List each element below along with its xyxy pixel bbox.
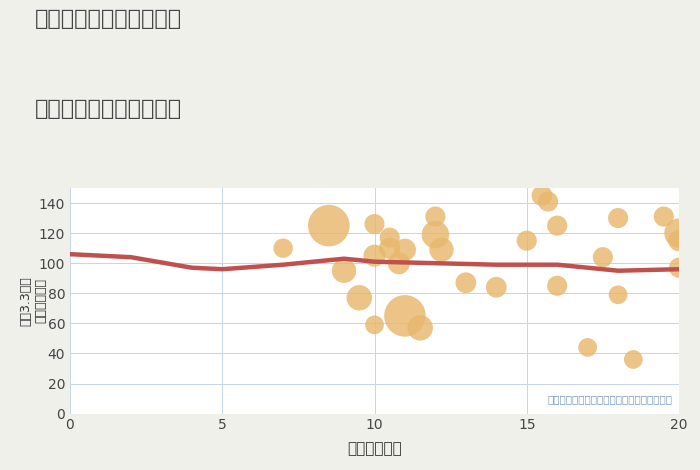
Y-axis label: 坪（3.3㎡）
単価（万円）: 坪（3.3㎡） 単価（万円） (19, 276, 47, 326)
Point (354, 294, 365, 302)
Point (673, 229, 685, 237)
Point (597, 253, 608, 261)
Point (369, 252, 380, 259)
Point (673, 237, 685, 244)
Point (323, 222, 335, 229)
Point (536, 192, 547, 199)
Point (673, 264, 685, 272)
Point (414, 324, 426, 332)
Point (542, 198, 554, 205)
Point (369, 321, 380, 329)
Point (430, 231, 441, 238)
Point (399, 246, 410, 253)
X-axis label: 駅距離（分）: 駅距離（分） (347, 441, 402, 456)
Point (552, 222, 563, 229)
Point (436, 246, 447, 253)
Point (552, 282, 563, 290)
Point (369, 220, 380, 228)
Point (628, 356, 639, 363)
Text: 駅距離別中古戸建て価格: 駅距離別中古戸建て価格 (35, 99, 182, 119)
Point (393, 259, 405, 267)
Point (384, 234, 395, 242)
Text: 円の大きさは、取引のあった物件面積を示す: 円の大きさは、取引のあった物件面積を示す (548, 395, 673, 405)
Point (399, 312, 410, 320)
Point (339, 267, 350, 274)
Point (384, 244, 395, 252)
Point (430, 213, 441, 220)
Point (582, 344, 594, 351)
Point (612, 291, 624, 298)
Point (461, 279, 472, 287)
Point (658, 213, 669, 220)
Point (491, 283, 502, 291)
Point (521, 237, 532, 244)
Point (277, 244, 289, 252)
Text: 福岡県福岡市西区元浜の: 福岡県福岡市西区元浜の (35, 9, 182, 30)
Point (612, 214, 624, 222)
